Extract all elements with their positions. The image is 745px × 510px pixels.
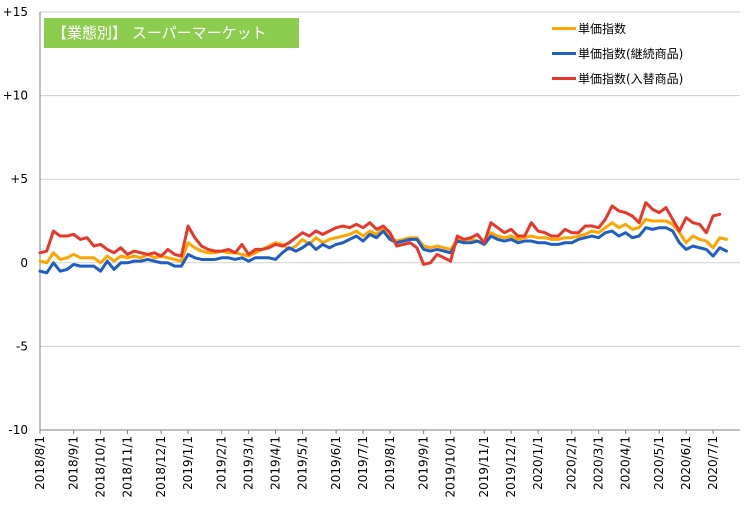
y-tick-labels: +15 +10 +5 0 -5 -10 xyxy=(3,5,28,437)
legend: 単価指数 単価指数(継続商品) 単価指数(入替商品) xyxy=(552,16,683,91)
x-tick-label: 2019/3/1 xyxy=(242,436,256,490)
x-tick-label: 2019/1/1 xyxy=(181,436,195,490)
x-tick-label: 2018/12/1 xyxy=(154,436,168,498)
x-tick-label: 2020/6/1 xyxy=(679,436,693,490)
x-tick-label: 2020/3/1 xyxy=(592,436,606,490)
y-tick-label: -10 xyxy=(8,423,28,437)
y-tick-label: +15 xyxy=(3,5,28,19)
y-tick-label: -5 xyxy=(16,339,28,353)
x-tick-label: 2019/2/1 xyxy=(215,436,229,490)
legend-swatch xyxy=(552,52,576,55)
series-lines xyxy=(38,201,729,275)
x-tick-label: 2019/9/1 xyxy=(417,436,431,490)
x-tick-label: 2019/7/1 xyxy=(356,436,370,490)
x-tick-label: 2018/8/1 xyxy=(33,436,47,490)
x-tick-label: 2020/4/1 xyxy=(619,436,633,490)
y-tick-label: +10 xyxy=(3,89,28,103)
x-tick-label: 2019/10/1 xyxy=(444,436,458,498)
axes xyxy=(39,12,740,434)
legend-label: 単価指数(継続商品) xyxy=(578,47,684,61)
x-tick-label: 2019/11/1 xyxy=(477,436,491,498)
chart-title: 【業態別】 スーパーマーケット xyxy=(44,18,299,48)
x-tick-label: 2019/6/1 xyxy=(329,436,343,490)
x-tick-label: 2018/10/1 xyxy=(94,436,108,498)
y-tick-label: +5 xyxy=(10,172,28,186)
y-tick-label: 0 xyxy=(20,256,28,270)
x-tick-label: 2019/4/1 xyxy=(269,436,283,490)
series-line-continuing-products xyxy=(38,226,729,275)
x-tick-label: 2020/7/1 xyxy=(706,436,720,490)
x-tick-label: 2018/11/1 xyxy=(121,436,135,498)
x-tick-label: 2019/12/1 xyxy=(504,436,518,498)
x-tick-labels: 2018/8/1 2018/9/1 2018/10/1 2018/11/1 2018/1… xyxy=(33,436,720,498)
x-tick-label: 2020/2/1 xyxy=(565,436,579,490)
x-tick-label: 2018/9/1 xyxy=(67,436,81,490)
x-tick-label: 2020/1/1 xyxy=(531,436,545,490)
legend-swatch xyxy=(552,27,576,30)
legend-item-replacement-products: 単価指数(入替商品) xyxy=(552,66,683,91)
x-tick-label: 2019/8/1 xyxy=(383,436,397,490)
x-tick-label: 2019/5/1 xyxy=(296,436,310,490)
legend-label: 単価指数(入替商品) xyxy=(578,72,684,86)
series-line-replacement-products xyxy=(38,201,722,266)
legend-item-continuing-products: 単価指数(継続商品) xyxy=(552,41,683,66)
legend-swatch xyxy=(552,77,576,80)
legend-label: 単価指数 xyxy=(578,22,627,36)
x-tick-label: 2020/5/1 xyxy=(652,436,666,490)
legend-item-unit-price-index: 単価指数 xyxy=(552,16,683,41)
